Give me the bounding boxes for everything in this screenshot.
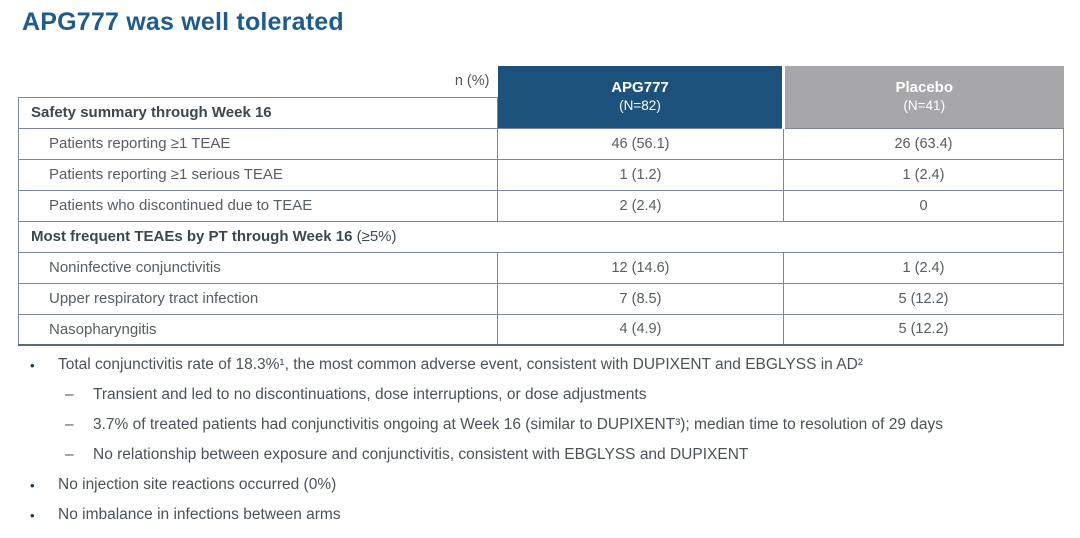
apg777-value: 7 (8.5) <box>497 282 784 315</box>
bullet-item: • Total conjunctivitis rate of 18.3%¹, t… <box>30 356 1065 375</box>
safety-table: n (%) APG777 (N=82) Placebo (N=41) Safet… <box>18 66 1064 346</box>
bullet-text: Total conjunctivitis rate of 18.3%¹, the… <box>58 356 863 373</box>
bullet-icon: • <box>30 358 35 373</box>
sub-bullet-item: – No relationship between exposure and c… <box>30 446 1065 465</box>
table-row: Patients reporting ≥1 serious TEAE 1 (1.… <box>18 158 1064 191</box>
row-label: Patients who discontinued due to TEAE <box>18 189 498 222</box>
bullet-item: • No imbalance in infections between arm… <box>30 506 1065 525</box>
bullet-list: • Total conjunctivitis rate of 18.3%¹, t… <box>30 356 1065 537</box>
column-header-apg777: APG777 (N=82) <box>497 66 784 128</box>
page-title: APG777 was well tolerated <box>22 8 344 36</box>
apg777-value: 12 (14.6) <box>497 251 784 284</box>
section-header-text: Most frequent TEAEs by PT through Week 1… <box>31 228 353 245</box>
bullet-item: • No injection site reactions occurred (… <box>30 476 1065 495</box>
placebo-value: 1 (2.4) <box>783 158 1064 191</box>
table-row: Patients reporting ≥1 TEAE 46 (56.1) 26 … <box>18 127 1064 160</box>
placebo-value: 5 (12.2) <box>783 282 1064 315</box>
row-label: Patients reporting ≥1 TEAE <box>18 127 498 160</box>
bullet-text: No relationship between exposure and con… <box>93 446 749 464</box>
corner-label: n (%) <box>454 73 490 90</box>
dash-icon: – <box>65 416 74 434</box>
sub-bullet-item: – 3.7% of treated patients had conjuncti… <box>30 416 1065 435</box>
apg777-column-n: (N=82) <box>619 97 661 113</box>
bullet-icon: • <box>30 508 35 524</box>
placebo-column-n: (N=41) <box>903 97 946 113</box>
bullet-text: Transient and led to no discontinuations… <box>93 386 647 404</box>
placebo-column-name: Placebo <box>895 78 954 96</box>
row-label: Patients reporting ≥1 serious TEAE <box>18 158 498 191</box>
dash-icon: – <box>65 446 74 464</box>
section-header-safety-summary: Safety summary through Week 16 <box>18 96 498 129</box>
bullet-text: No injection site reactions occurred (0%… <box>58 476 337 494</box>
bullet-text: 3.7% of treated patients had conjunctivi… <box>93 416 944 434</box>
placebo-value: 26 (63.4) <box>783 127 1064 160</box>
placebo-value: 5 (12.2) <box>783 313 1064 346</box>
placebo-value: 1 (2.4) <box>783 251 1064 284</box>
table-row: Noninfective conjunctivitis 12 (14.6) 1 … <box>18 251 1064 284</box>
sub-bullet-item: – Transient and led to no discontinuatio… <box>30 386 1065 405</box>
section-header-suffix: (≥5%) <box>352 228 397 245</box>
row-label: Noninfective conjunctivitis <box>18 251 498 284</box>
bullet-text: No imbalance in infections between arms <box>58 506 341 524</box>
placebo-value: 0 <box>783 189 1064 222</box>
apg777-column-name: APG777 <box>611 78 669 96</box>
bullet-icon: • <box>30 478 35 494</box>
dash-icon: – <box>65 386 74 404</box>
table-row: Patients who discontinued due to TEAE 2 … <box>18 189 1064 222</box>
apg777-value: 2 (2.4) <box>497 189 784 222</box>
apg777-value: 4 (4.9) <box>497 313 784 346</box>
row-label: Nasopharyngitis <box>18 313 498 346</box>
apg777-value: 46 (56.1) <box>497 127 784 160</box>
section-header-most-frequent-teaes: Most frequent TEAEs by PT through Week 1… <box>18 220 1064 253</box>
table-row: Upper respiratory tract infection 7 (8.5… <box>18 282 1064 315</box>
column-header-placebo: Placebo (N=41) <box>782 66 1064 128</box>
apg777-value: 1 (1.2) <box>497 158 784 191</box>
row-label: Upper respiratory tract infection <box>18 282 498 315</box>
table-row: Nasopharyngitis 4 (4.9) 5 (12.2) <box>18 313 1064 346</box>
